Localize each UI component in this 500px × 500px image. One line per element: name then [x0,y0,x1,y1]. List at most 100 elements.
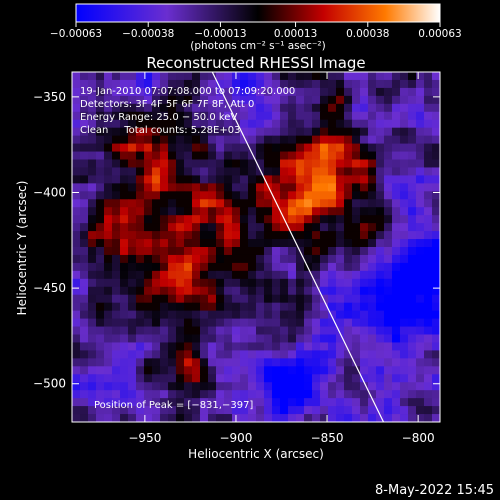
heatmap-cell [432,143,440,152]
heatmap-cell [120,374,129,383]
heatmap-cell [88,135,97,144]
heatmap-cell [360,223,369,232]
heatmap-cell [176,366,185,375]
heatmap-cell [88,111,97,121]
heatmap-cell [424,262,433,272]
heatmap-cell [352,207,361,216]
heatmap-cell [288,183,297,192]
heatmap-cell [368,207,377,216]
heatmap-cell [280,143,289,152]
heatmap-cell [400,382,409,391]
heatmap-cell [336,167,345,176]
heatmap-cell [224,175,233,184]
heatmap-cell [208,358,217,367]
heatmap-cell [304,72,313,81]
heatmap-cell [232,167,241,176]
heatmap-cell [400,302,409,312]
heatmap-cell [272,414,281,422]
heatmap-cell [392,199,401,208]
heatmap-cell [184,342,193,351]
heatmap-cell [256,183,265,192]
heatmap-cell [376,302,385,312]
heatmap-cell [96,302,105,312]
heatmap-cell [208,310,217,319]
heatmap-cell [144,151,153,160]
heatmap-cell [72,143,81,152]
heatmap-cell [208,199,217,208]
heatmap-cell [392,398,401,407]
heatmap-cell [104,135,113,144]
heatmap-cell [104,247,113,256]
heatmap-cell [232,334,241,343]
heatmap-cell [224,79,233,89]
heatmap-cell [256,111,265,121]
heatmap-cell [336,398,345,407]
heatmap-cell [240,95,249,105]
heatmap-cell [424,199,433,208]
heatmap-cell [240,414,249,422]
heatmap-cell [304,247,313,256]
heatmap-cell [384,247,393,256]
heatmap-cell [96,382,105,391]
heatmap-cell [208,278,217,288]
heatmap-cell [264,143,273,152]
heatmap-cell [384,254,393,264]
heatmap-cell [288,223,297,232]
heatmap-cell [256,79,265,89]
heatmap-cell [112,72,121,81]
heatmap-cell [272,334,281,343]
heatmap-cell [224,95,233,105]
heatmap-cell [104,79,113,89]
heatmap-cell [352,247,361,256]
heatmap-cell [312,111,321,121]
heatmap-cell [312,103,321,113]
heatmap-cell [424,382,433,391]
heatmap-cell [432,294,440,304]
heatmap-cell [200,414,209,422]
heatmap-cell [96,151,105,160]
heatmap-cell [176,103,185,113]
heatmap-cell [376,366,385,375]
heatmap-cell [384,79,393,89]
heatmap-cell [160,215,169,224]
heatmap-cell [320,247,329,256]
heatmap-cell [216,95,225,105]
heatmap-cell [136,286,145,296]
heatmap-cell [192,358,201,367]
heatmap-cell [320,398,329,407]
heatmap-cell [192,398,201,407]
heatmap-cell [264,382,273,391]
heatmap-cell [384,382,393,391]
heatmap-cell [176,318,185,327]
heatmap-cell [272,215,281,224]
heatmap-cell [360,119,369,129]
heatmap-cell [408,390,417,399]
heatmap-cell [152,239,161,248]
heatmap-cell [72,390,81,399]
heatmap-cell [112,103,121,113]
heatmap-cell [320,302,329,312]
heatmap-cell [208,183,217,192]
heatmap-cell [360,215,369,224]
heatmap-cell [104,390,113,399]
heatmap-cell [120,406,129,415]
heatmap-cell [392,374,401,383]
heatmap-cell [312,278,321,288]
heatmap-cell [296,326,305,335]
heatmap-cell [232,231,241,240]
heatmap-cell [328,151,337,160]
heatmap-cell [136,326,145,335]
heatmap-cell [192,318,201,327]
heatmap-cell [128,79,137,89]
heatmap-cell [296,127,305,137]
heatmap-cell [416,326,425,335]
heatmap-cell [216,175,225,184]
heatmap-cell [376,191,385,200]
heatmap-cell [408,414,417,422]
heatmap-cell [184,135,193,144]
heatmap-cell [176,191,185,200]
heatmap-cell [192,135,201,144]
heatmap-cell [384,334,393,343]
heatmap-cell [424,414,433,422]
heatmap-cell [272,143,281,152]
